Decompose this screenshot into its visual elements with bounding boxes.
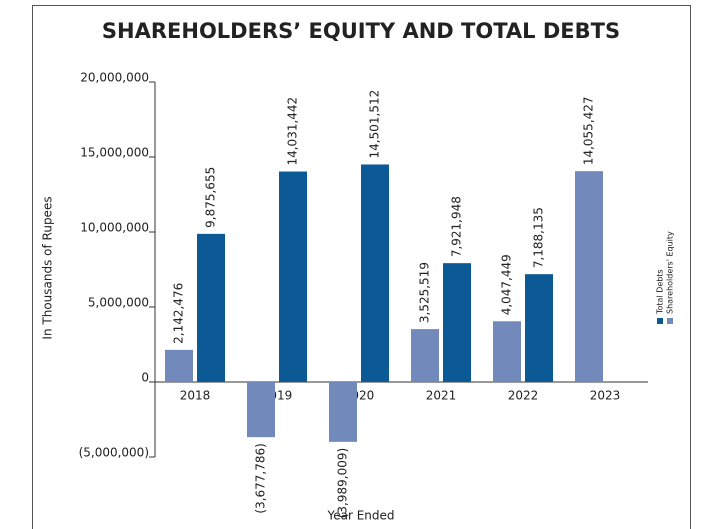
- frame: [32, 5, 691, 529]
- bar: [329, 382, 357, 442]
- value-label: 3,525,519: [418, 262, 432, 323]
- y-tick-label: 0: [141, 371, 149, 385]
- bar: [411, 329, 439, 382]
- value-label: (3,677,786): [254, 443, 268, 513]
- legend-label: Shareholders' Equity: [666, 231, 675, 314]
- x-axis-title: Year Ended: [326, 509, 394, 523]
- y-tick-label: 10,000,000: [80, 221, 149, 235]
- value-label: 7,921,948: [450, 196, 464, 257]
- bar: [525, 274, 553, 382]
- x-tick-label: 2022: [508, 389, 539, 403]
- y-tick-label: 15,000,000: [80, 146, 149, 160]
- value-label: 14,501,512: [368, 90, 382, 159]
- legend-swatch: [667, 318, 673, 324]
- value-label: 4,047,449: [500, 254, 514, 315]
- x-tick-label: 2023: [590, 389, 621, 403]
- bar: [165, 349, 193, 382]
- bar: [493, 321, 521, 382]
- x-tick-label: 2018: [180, 389, 211, 403]
- value-label: 9,875,655: [204, 167, 218, 228]
- x-tick-label: 2021: [426, 389, 457, 403]
- y-tick-label: 20,000,000: [80, 71, 149, 85]
- bar: [197, 233, 225, 382]
- bar: [361, 164, 389, 382]
- bar: [575, 171, 603, 382]
- legend-swatch: [657, 318, 663, 324]
- chart-title: SHAREHOLDERS’ EQUITY AND TOTAL DEBTS: [102, 19, 620, 43]
- value-label: (3,989,009): [336, 448, 350, 518]
- legend-label: Total Debts: [656, 269, 665, 315]
- bar: [443, 263, 471, 382]
- value-label: 2,142,476: [172, 283, 186, 344]
- value-label: 7,188,135: [532, 207, 546, 268]
- y-tick-label: 5,000,000: [88, 296, 149, 310]
- bar: [247, 382, 275, 438]
- y-tick-label: (5,000,000): [79, 446, 149, 460]
- value-label: 14,031,442: [286, 97, 300, 166]
- value-label: 14,055,427: [582, 96, 596, 165]
- y-axis-title: In Thousands of Rupees: [41, 196, 55, 339]
- bar: [279, 171, 307, 382]
